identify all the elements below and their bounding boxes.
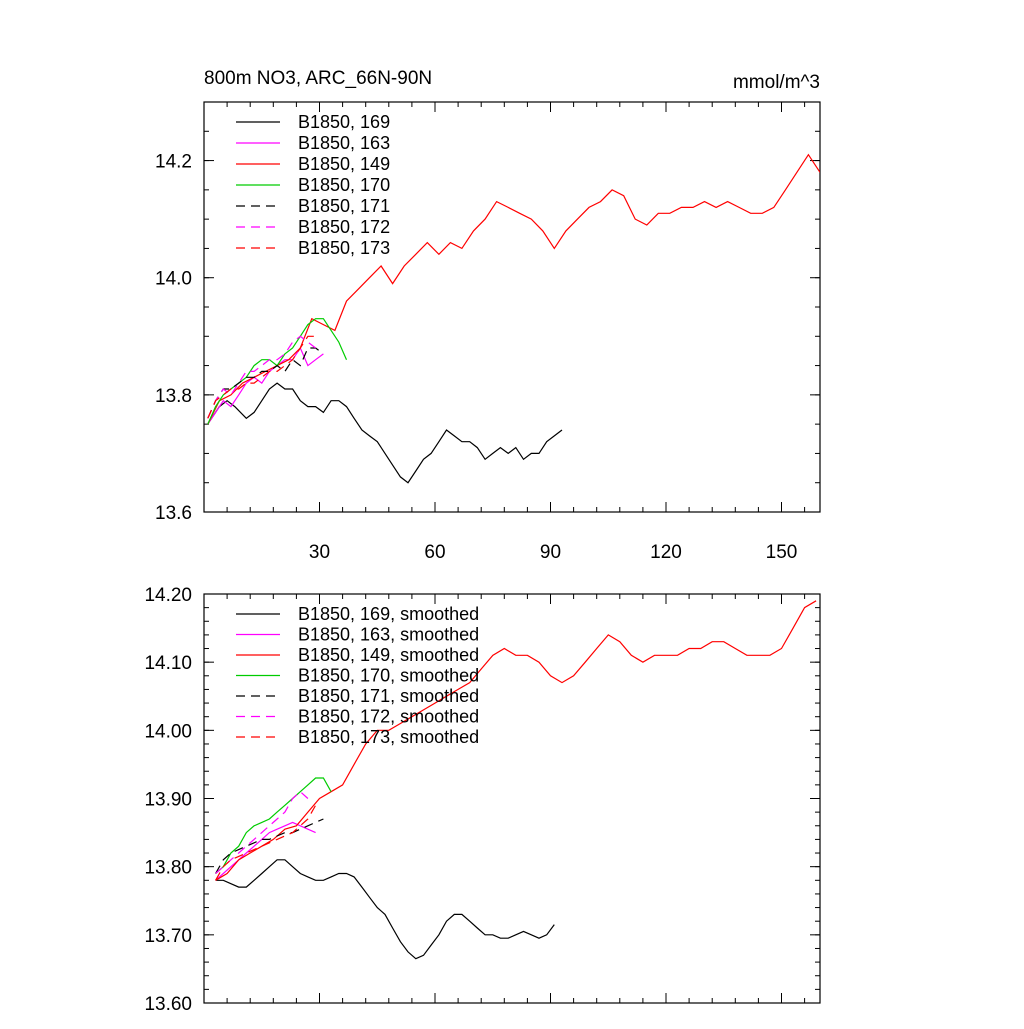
y-tick-label: 14.20 bbox=[144, 585, 192, 606]
top-panel: 13.6 13.8 14.0 14.2 30 60 90 120 150 800m NO3, AR… bbox=[155, 68, 821, 563]
legend-label: B1850, 170 bbox=[298, 175, 390, 195]
y-tick-label: 13.70 bbox=[144, 926, 192, 947]
series-line bbox=[207, 382, 563, 484]
plot-frame bbox=[203, 593, 821, 1004]
legend-label: B1850, 173 bbox=[298, 238, 390, 258]
x-tick-label: 150 bbox=[766, 542, 798, 563]
x-tick-label: 60 bbox=[424, 542, 445, 563]
y-tick-label: 13.8 bbox=[155, 386, 192, 407]
y-tick-label: 13.80 bbox=[144, 858, 192, 879]
y-tick-label: 14.00 bbox=[144, 721, 192, 742]
legend-label: B1850, 173, smoothed bbox=[298, 727, 479, 747]
legend-label: B1850, 149 bbox=[298, 154, 390, 174]
y-tick-label: 13.90 bbox=[144, 790, 192, 811]
legend-label: B1850, 163 bbox=[298, 133, 390, 153]
series-line bbox=[215, 790, 309, 874]
series-line bbox=[215, 600, 817, 881]
legend-label: B1850, 163, smoothed bbox=[298, 625, 479, 645]
series-line bbox=[215, 818, 324, 874]
y-tick-label: 14.10 bbox=[144, 653, 192, 674]
chart-title: 800m NO3, ARC_66N-90N bbox=[204, 68, 432, 89]
x-tick-label: 30 bbox=[309, 542, 330, 563]
y-tick-label: 13.60 bbox=[144, 994, 192, 1015]
bottom-panel: 13.60 13.70 13.80 13.90 14.00 14.10 14.20 B1850… bbox=[144, 585, 821, 1015]
x-tick-label: 90 bbox=[540, 542, 561, 563]
legend-label: B1850, 169, smoothed bbox=[298, 604, 479, 624]
series-line bbox=[215, 777, 332, 874]
legend-label: B1850, 171 bbox=[298, 196, 390, 216]
legend-label: B1850, 172, smoothed bbox=[298, 707, 479, 727]
series-line bbox=[215, 805, 317, 881]
legend-label: B1850, 169 bbox=[298, 112, 390, 132]
y-tick-label: 14.2 bbox=[155, 152, 192, 173]
series-line bbox=[207, 335, 316, 419]
units-label: mmol/m^3 bbox=[733, 72, 820, 93]
legend-label: B1850, 170, smoothed bbox=[298, 666, 479, 686]
series-line bbox=[215, 859, 555, 960]
series-line bbox=[207, 335, 316, 419]
y-tick-label: 13.6 bbox=[155, 503, 192, 524]
series-line bbox=[215, 821, 316, 881]
y-tick-label: 14.0 bbox=[155, 269, 192, 290]
legend-label: B1850, 172 bbox=[298, 217, 390, 237]
x-tick-label: 120 bbox=[650, 542, 682, 563]
legend-label: B1850, 171, smoothed bbox=[298, 686, 479, 706]
legend-label: B1850, 149, smoothed bbox=[298, 645, 479, 665]
series-line bbox=[207, 347, 324, 419]
